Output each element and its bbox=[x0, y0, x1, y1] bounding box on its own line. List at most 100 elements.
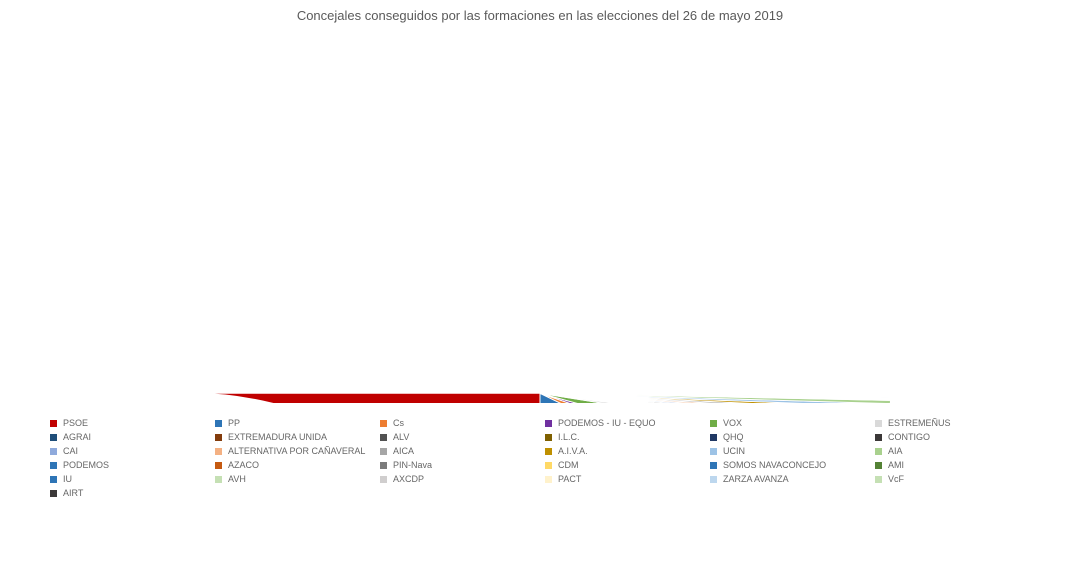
legend-item: AVH bbox=[215, 474, 370, 484]
legend-item: VcF bbox=[875, 474, 1030, 484]
legend-label: Cs bbox=[393, 418, 404, 428]
legend-item: ZARZA AVANZA bbox=[710, 474, 865, 484]
legend-marker bbox=[875, 448, 882, 455]
chart-container: Concejales conseguidos por las formacion… bbox=[0, 0, 1080, 584]
legend-label: AMI bbox=[888, 460, 904, 470]
legend-label: PODEMOS - IU - EQUO bbox=[558, 418, 656, 428]
legend-label: PSOE bbox=[63, 418, 88, 428]
legend-marker bbox=[710, 476, 717, 483]
legend-marker bbox=[50, 476, 57, 483]
legend-marker bbox=[50, 420, 57, 427]
legend-item: UCIN bbox=[710, 446, 865, 456]
half-pie-svg bbox=[160, 33, 920, 403]
legend-label: ALV bbox=[393, 432, 409, 442]
legend-marker bbox=[380, 462, 387, 469]
legend-item: AMI bbox=[875, 460, 1030, 470]
legend-marker bbox=[545, 434, 552, 441]
legend-marker bbox=[710, 462, 717, 469]
legend-marker bbox=[875, 420, 882, 427]
legend-label: VOX bbox=[723, 418, 742, 428]
legend-label: CONTIGO bbox=[888, 432, 930, 442]
legend-item: CONTIGO bbox=[875, 432, 1030, 442]
chart-area bbox=[20, 33, 1060, 403]
legend-label: AGRAI bbox=[63, 432, 91, 442]
legend-item: PACT bbox=[545, 474, 700, 484]
legend-marker bbox=[380, 476, 387, 483]
pie-slice bbox=[540, 393, 891, 394]
legend-marker bbox=[215, 476, 222, 483]
legend-item: A.I.V.A. bbox=[545, 446, 700, 456]
legend-marker bbox=[710, 448, 717, 455]
legend-marker bbox=[545, 448, 552, 455]
legend-item: PIN-Nava bbox=[380, 460, 535, 470]
legend-marker bbox=[545, 420, 552, 427]
legend-marker bbox=[215, 448, 222, 455]
legend-marker bbox=[545, 476, 552, 483]
legend-label: AIA bbox=[888, 446, 903, 456]
legend-marker bbox=[215, 420, 222, 427]
legend-marker bbox=[50, 434, 57, 441]
legend-label: ALTERNATIVA POR CAÑAVERAL bbox=[228, 446, 365, 456]
legend-item: AZACO bbox=[215, 460, 370, 470]
legend-item: AGRAI bbox=[50, 432, 205, 442]
legend-marker bbox=[380, 434, 387, 441]
legend-item: CAI bbox=[50, 446, 205, 456]
legend-label: PP bbox=[228, 418, 240, 428]
legend-label: PACT bbox=[558, 474, 581, 484]
legend-item: VOX bbox=[710, 418, 865, 428]
legend-label: AIRT bbox=[63, 488, 83, 498]
legend-item: AXCDP bbox=[380, 474, 535, 484]
legend-label: VcF bbox=[888, 474, 904, 484]
legend-marker bbox=[215, 434, 222, 441]
pie-slice bbox=[189, 393, 540, 403]
legend-item: I.L.C. bbox=[545, 432, 700, 442]
legend-label: SOMOS NAVACONCEJO bbox=[723, 460, 826, 470]
legend-item: AIRT bbox=[50, 488, 205, 498]
legend-label: UCIN bbox=[723, 446, 745, 456]
legend-marker bbox=[50, 462, 57, 469]
legend-label: I.L.C. bbox=[558, 432, 580, 442]
legend-item: SOMOS NAVACONCEJO bbox=[710, 460, 865, 470]
legend-marker bbox=[875, 476, 882, 483]
legend-item: PP bbox=[215, 418, 370, 428]
legend-marker bbox=[50, 448, 57, 455]
legend-label: EXTREMADURA UNIDA bbox=[228, 432, 327, 442]
legend-marker bbox=[875, 434, 882, 441]
legend-item: CDM bbox=[545, 460, 700, 470]
legend-marker bbox=[710, 420, 717, 427]
legend-item: ALV bbox=[380, 432, 535, 442]
legend-item: Cs bbox=[380, 418, 535, 428]
legend-item: AICA bbox=[380, 446, 535, 456]
legend-label: PIN-Nava bbox=[393, 460, 432, 470]
legend-label: AICA bbox=[393, 446, 414, 456]
legend-label: CAI bbox=[63, 446, 78, 456]
legend-item: IU bbox=[50, 474, 205, 484]
legend-marker bbox=[215, 462, 222, 469]
legend-marker bbox=[380, 448, 387, 455]
legend-label: PODEMOS bbox=[63, 460, 109, 470]
legend-marker bbox=[545, 462, 552, 469]
legend-label: AVH bbox=[228, 474, 246, 484]
chart-title: Concejales conseguidos por las formacion… bbox=[20, 8, 1060, 23]
legend-label: AZACO bbox=[228, 460, 259, 470]
legend-label: A.I.V.A. bbox=[558, 446, 588, 456]
legend: PSOE PP Cs PODEMOS - IU - EQUO VOX ESTREMEÑUS… bbox=[20, 418, 1060, 498]
legend-label: CDM bbox=[558, 460, 579, 470]
legend-item: EXTREMADURA UNIDA bbox=[215, 432, 370, 442]
legend-marker bbox=[50, 490, 57, 497]
legend-item: ALTERNATIVA POR CAÑAVERAL bbox=[215, 446, 370, 456]
legend-marker bbox=[875, 462, 882, 469]
legend-label: AXCDP bbox=[393, 474, 424, 484]
legend-item: PODEMOS - IU - EQUO bbox=[545, 418, 700, 428]
legend-label: IU bbox=[63, 474, 72, 484]
legend-item: ESTREMEÑUS bbox=[875, 418, 1030, 428]
legend-marker bbox=[710, 434, 717, 441]
legend-marker bbox=[380, 420, 387, 427]
legend-item: PODEMOS bbox=[50, 460, 205, 470]
legend-label: ESTREMEÑUS bbox=[888, 418, 951, 428]
legend-item: AIA bbox=[875, 446, 1030, 456]
legend-label: ZARZA AVANZA bbox=[723, 474, 789, 484]
legend-item: QHQ bbox=[710, 432, 865, 442]
legend-item: PSOE bbox=[50, 418, 205, 428]
legend-label: QHQ bbox=[723, 432, 744, 442]
